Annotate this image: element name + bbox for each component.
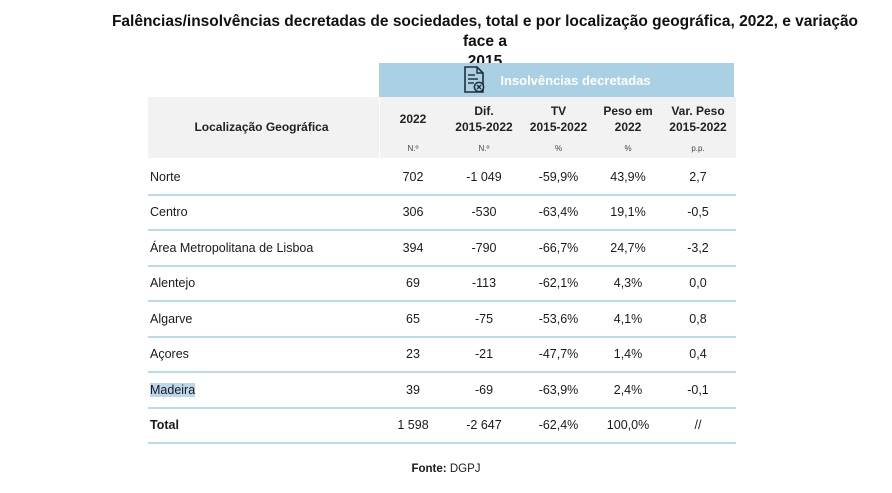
table-row: Açores 23 -21 -47,7% 1,4% 0,4 [148, 336, 736, 373]
total-label: Total [148, 407, 379, 444]
title-line-1: Falências/insolvências decretadas de soc… [111, 13, 859, 50]
table-header: Localização Geográfica 2022 Dif. 2015-20… [148, 97, 736, 158]
unit-tv: % [554, 144, 563, 153]
value-var: 2,7 [660, 160, 736, 196]
header-var-peso: Var. Peso 2015-2022 [660, 103, 736, 135]
value-peso: 4,3% [596, 265, 660, 302]
header-var-line1: Var. Peso [671, 104, 725, 118]
selected-text[interactable]: Madeira [150, 382, 196, 397]
unit-var: p.p. [691, 144, 705, 153]
value-peso: 4,1% [596, 301, 660, 338]
value-dif: -113 [447, 265, 521, 302]
value-2022: 306 [379, 194, 447, 231]
header-divider [379, 97, 380, 158]
value-tv: -62,1% [521, 265, 596, 302]
value-tv: -47,7% [521, 336, 596, 373]
header-dif: Dif. 2015-2022 [447, 103, 521, 135]
region-cell: Alentejo [148, 265, 379, 302]
value-var: 0,8 [660, 301, 736, 338]
header-tv: TV 2015-2022 [521, 103, 596, 135]
source-note: Fonte: DGPJ [0, 463, 892, 475]
value-peso: 1,4% [596, 336, 660, 373]
header-dif-line2: 2015-2022 [455, 120, 513, 134]
table-row: Algarve 65 -75 -53,6% 4,1% 0,8 [148, 301, 736, 338]
value-var: 0,4 [660, 336, 736, 373]
value-2022: 65 [379, 301, 447, 338]
header-peso-line2: 2022 [614, 120, 642, 134]
value-tv: -53,6% [521, 301, 596, 338]
value-2022: 702 [379, 160, 447, 196]
value-dif: -21 [447, 336, 521, 373]
value-peso: 43,9% [596, 160, 660, 196]
value-tv: -59,9% [521, 160, 596, 196]
value-var: -3,2 [660, 230, 736, 267]
region-cell: Centro [148, 194, 379, 231]
table-row: Área Metropolitana de Lisboa 394 -790 -6… [148, 230, 736, 267]
unit-2022: N.º [407, 144, 419, 153]
value-dif: -75 [447, 301, 521, 338]
source-label: Fonte: [411, 463, 447, 475]
value-2022: 23 [379, 336, 447, 373]
value-var: -0,5 [660, 194, 736, 231]
document-x-icon [464, 66, 485, 93]
total-row: Total 1 598 -2 647 -62,4% 100,0% // [148, 407, 736, 444]
value-dif: -69 [447, 372, 521, 409]
header-tv-line1: TV [550, 104, 567, 118]
header-tv-line2: 2015-2022 [529, 120, 588, 134]
value-2022: 394 [379, 230, 447, 267]
value-tv: -63,9% [521, 372, 596, 409]
table-row: Alentejo 69 -113 -62,1% 4,3% 0,0 [148, 265, 736, 302]
table-row: Centro 306 -530 -63,4% 19,1% -0,5 [148, 194, 736, 231]
region-cell: Algarve [148, 301, 379, 338]
region-cell: Açores [148, 336, 379, 373]
value-var: 0,0 [660, 265, 736, 302]
table-row: Madeira 39 -69 -63,9% 2,4% -0,1 [148, 372, 736, 409]
header-peso: Peso em 2022 [596, 103, 660, 135]
value-dif: -1 049 [447, 160, 521, 196]
value-peso: 19,1% [596, 194, 660, 231]
value-tv: -63,4% [521, 194, 596, 231]
header-region: Localização Geográfica [194, 120, 329, 134]
region-cell: Norte [148, 160, 379, 196]
insolvency-band-header: Insolvências decretadas [379, 63, 734, 97]
value-2022: 69 [379, 265, 447, 302]
total-2022: 1 598 [379, 407, 447, 444]
header-dif-line1: Dif. [474, 104, 494, 118]
value-dif: -530 [447, 194, 521, 231]
source-value: DGPJ [449, 463, 481, 475]
region-cell: Área Metropolitana de Lisboa [148, 230, 379, 267]
data-table: Norte 702 -1 049 -59,9% 43,9% 2,7 Centro… [148, 160, 736, 444]
total-peso: 100,0% [596, 407, 660, 444]
value-peso: 2,4% [596, 372, 660, 409]
value-var: -0,1 [660, 372, 736, 409]
unit-dif: N.º [478, 144, 490, 153]
value-peso: 24,7% [596, 230, 660, 267]
band-label: Insolvências decretadas [500, 72, 651, 88]
table-row: Norte 702 -1 049 -59,9% 43,9% 2,7 [148, 160, 736, 196]
value-dif: -790 [447, 230, 521, 267]
total-tv: -62,4% [521, 407, 596, 444]
value-2022: 39 [379, 372, 447, 409]
total-var: // [660, 407, 736, 444]
header-peso-line1: Peso em [603, 104, 653, 118]
total-dif: -2 647 [447, 407, 521, 444]
value-tv: -66,7% [521, 230, 596, 267]
region-cell-selected[interactable]: Madeira [148, 372, 379, 409]
header-var-line2: 2015-2022 [669, 120, 727, 134]
unit-peso: % [624, 144, 632, 153]
header-2022: 2022 [399, 112, 427, 126]
